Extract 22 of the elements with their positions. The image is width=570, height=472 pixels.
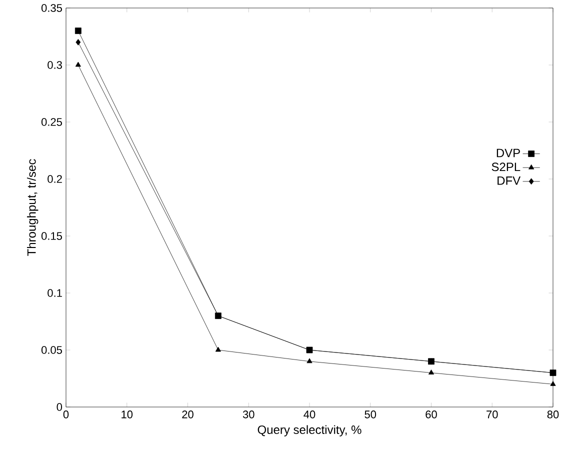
x-tick-label: 80	[547, 410, 559, 418]
x-tick-label: 30	[242, 410, 254, 418]
y-tick-label: 0.15	[41, 232, 62, 240]
x-tick-label: 70	[486, 410, 498, 418]
y-tick-label: 0.25	[41, 118, 62, 126]
x-tick-label: 50	[364, 410, 376, 418]
y-tick-label: 0.1	[48, 289, 62, 297]
y-tick-label: 0.2	[48, 175, 62, 183]
y-tick-label: 0.35	[41, 4, 62, 12]
legend-label: DFV	[498, 176, 521, 185]
legend-label: DVP	[496, 148, 520, 158]
x-tick-label: 20	[182, 410, 194, 418]
y-axis-title: Throughput, tr/sec	[27, 159, 38, 256]
y-tick-label: 0.05	[41, 346, 62, 354]
x-tick-label: 0	[63, 410, 69, 418]
x-tick-label: 10	[122, 410, 133, 418]
x-tick-label: 40	[304, 410, 316, 418]
legend-label: S2PL	[492, 162, 520, 172]
y-tick-label: 0	[56, 403, 62, 411]
y-tick-label: 0.3	[48, 61, 62, 69]
x-tick-label: 60	[426, 410, 437, 418]
x-axis-title: Query selectivity, %	[258, 425, 362, 436]
